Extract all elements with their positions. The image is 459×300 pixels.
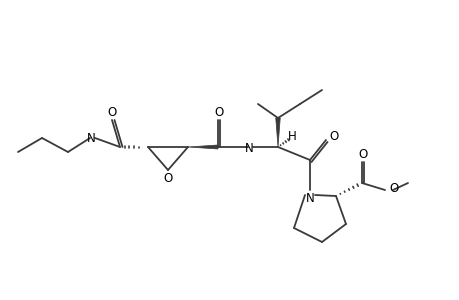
Text: N: N bbox=[305, 191, 313, 205]
Text: O: O bbox=[388, 182, 397, 196]
Text: O: O bbox=[163, 172, 172, 185]
Text: H: H bbox=[287, 130, 296, 143]
Polygon shape bbox=[275, 118, 280, 147]
Text: O: O bbox=[329, 130, 338, 142]
Text: N: N bbox=[244, 142, 253, 154]
Text: N: N bbox=[86, 133, 95, 146]
Text: O: O bbox=[107, 106, 117, 118]
Polygon shape bbox=[188, 145, 218, 149]
Text: O: O bbox=[358, 148, 367, 160]
Text: O: O bbox=[214, 106, 223, 118]
